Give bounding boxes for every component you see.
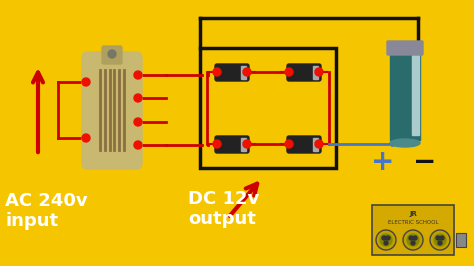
Circle shape: [382, 236, 386, 240]
FancyBboxPatch shape: [102, 46, 122, 64]
Bar: [390, 50, 420, 140]
Circle shape: [434, 234, 446, 246]
FancyBboxPatch shape: [387, 41, 423, 55]
Text: AC 240v
input: AC 240v input: [5, 192, 88, 230]
Text: JR: JR: [409, 211, 417, 217]
Circle shape: [134, 71, 142, 79]
Bar: [313, 66, 318, 79]
FancyBboxPatch shape: [287, 136, 321, 153]
FancyBboxPatch shape: [287, 64, 321, 81]
Circle shape: [384, 241, 388, 245]
Circle shape: [407, 234, 419, 246]
Text: −: −: [413, 148, 437, 176]
Circle shape: [403, 230, 423, 250]
Circle shape: [82, 134, 90, 142]
Circle shape: [436, 236, 440, 240]
FancyBboxPatch shape: [215, 136, 249, 153]
Circle shape: [213, 140, 221, 148]
Circle shape: [134, 118, 142, 126]
Circle shape: [430, 230, 450, 250]
Circle shape: [285, 140, 293, 148]
Text: DC 12v
output: DC 12v output: [188, 190, 259, 228]
Text: +: +: [371, 148, 395, 176]
FancyBboxPatch shape: [82, 52, 142, 169]
Bar: [241, 138, 246, 151]
Circle shape: [438, 241, 442, 245]
Circle shape: [243, 68, 251, 76]
Bar: [456, 233, 466, 247]
Circle shape: [213, 68, 221, 76]
Circle shape: [134, 141, 142, 149]
Circle shape: [440, 236, 444, 240]
Bar: [241, 66, 246, 79]
Text: ELECTRIC SCHOOL: ELECTRIC SCHOOL: [388, 221, 438, 226]
Circle shape: [108, 50, 116, 58]
Circle shape: [315, 68, 323, 76]
Circle shape: [134, 94, 142, 102]
Bar: [372, 205, 454, 255]
Circle shape: [386, 236, 390, 240]
Bar: [200, 48, 336, 168]
Bar: [313, 138, 318, 151]
Circle shape: [243, 140, 251, 148]
Circle shape: [376, 230, 396, 250]
Circle shape: [413, 236, 417, 240]
Circle shape: [380, 234, 392, 246]
Circle shape: [411, 241, 415, 245]
Circle shape: [82, 78, 90, 86]
Bar: [412, 55, 419, 135]
Ellipse shape: [390, 139, 420, 147]
Circle shape: [409, 236, 413, 240]
FancyBboxPatch shape: [215, 64, 249, 81]
Circle shape: [315, 140, 323, 148]
Circle shape: [285, 68, 293, 76]
